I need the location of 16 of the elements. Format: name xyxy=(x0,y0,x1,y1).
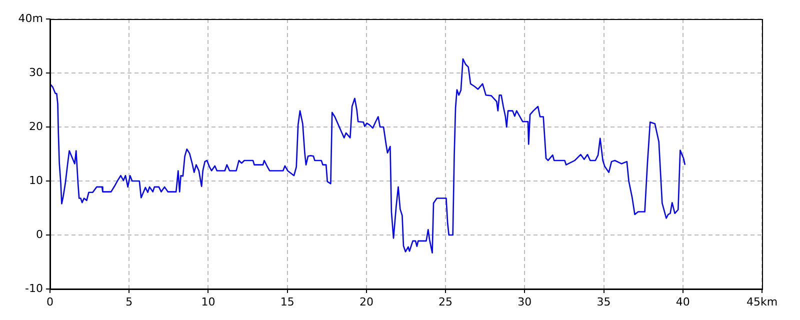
y-tick-label: -10 xyxy=(25,282,43,295)
x-tick-label: 25 xyxy=(438,295,453,308)
x-tick-label: 40 xyxy=(676,295,690,308)
y-tick-label: 40m xyxy=(18,12,43,25)
x-tick-label: 15 xyxy=(280,295,294,308)
x-tick-label: 20 xyxy=(359,295,374,308)
y-tick-label: 0 xyxy=(36,228,43,241)
x-tick-label: 30 xyxy=(518,295,532,308)
y-tick-label: 20 xyxy=(29,120,43,133)
y-tick-label: 10 xyxy=(29,174,43,187)
x-tick-label: 5 xyxy=(126,295,133,308)
x-tick-label: 35 xyxy=(596,295,611,308)
y-tick-label: 30 xyxy=(29,66,43,79)
x-tick-label: 45km xyxy=(746,295,778,308)
x-tick-label: 0 xyxy=(46,295,54,308)
x-tick-label: 10 xyxy=(201,295,216,308)
